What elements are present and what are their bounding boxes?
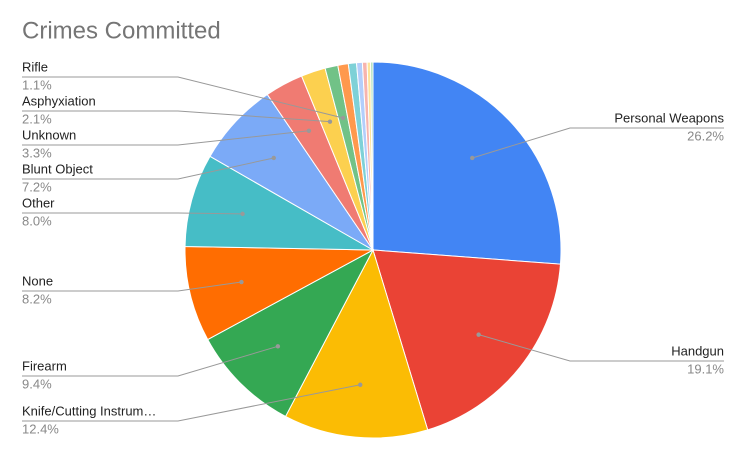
slice-value-label: 8.2% <box>22 291 52 306</box>
leader-line <box>22 76 344 119</box>
slice-value-label: 9.4% <box>22 376 52 391</box>
leader-dot <box>470 155 475 161</box>
slice-value-label: 1.1% <box>22 77 52 92</box>
slice-label: Personal Weapons <box>614 110 724 125</box>
leader-line <box>22 212 243 215</box>
pie-slice <box>284 248 429 439</box>
slice-label: Blunt Object <box>22 161 93 176</box>
slice-value-label: 2.1% <box>22 111 52 126</box>
slice-value-label: 12.4% <box>22 421 59 436</box>
leader-line <box>22 345 279 377</box>
leader-line <box>478 334 724 362</box>
pie-slice <box>184 155 374 251</box>
pie-slice <box>207 248 375 418</box>
slice-value-label: 26.2% <box>687 128 724 143</box>
leader-dot <box>476 332 481 337</box>
leader-line <box>22 157 274 180</box>
slice-label: Other <box>22 195 55 210</box>
leader-dot <box>340 115 346 121</box>
pie-slice <box>372 249 562 431</box>
leader-dot <box>239 279 244 285</box>
slice-label: Knife/Cutting Instrum… <box>22 403 156 418</box>
slice-label: Handgun <box>671 343 724 358</box>
leader-line <box>472 127 724 159</box>
slice-value-label: 19.1% <box>687 361 724 376</box>
leader-dot <box>240 211 245 217</box>
leader-dot <box>271 155 276 161</box>
slice-label: Firearm <box>22 358 67 373</box>
leader-dot <box>358 382 363 387</box>
slice-value-label: 8.0% <box>22 213 52 228</box>
slice-value-label: 3.3% <box>22 145 52 160</box>
slice-label: None <box>22 273 53 288</box>
slice-label: Unknown <box>22 127 76 142</box>
pie-slice <box>370 61 374 251</box>
slice-label: Rifle <box>22 59 48 74</box>
leader-dot <box>327 119 333 124</box>
slice-label: Asphyxiation <box>22 93 96 108</box>
leader-dot <box>275 344 281 349</box>
leader-line <box>22 281 242 292</box>
chart-title: Crimes Committed <box>22 17 221 44</box>
pie-slice <box>184 245 375 341</box>
pie-slice <box>372 61 562 265</box>
leader-line <box>22 384 361 422</box>
slice-value-label: 7.2% <box>22 179 52 194</box>
leader-line <box>22 130 309 146</box>
leader-line <box>22 110 330 123</box>
leader-dot <box>306 128 312 133</box>
